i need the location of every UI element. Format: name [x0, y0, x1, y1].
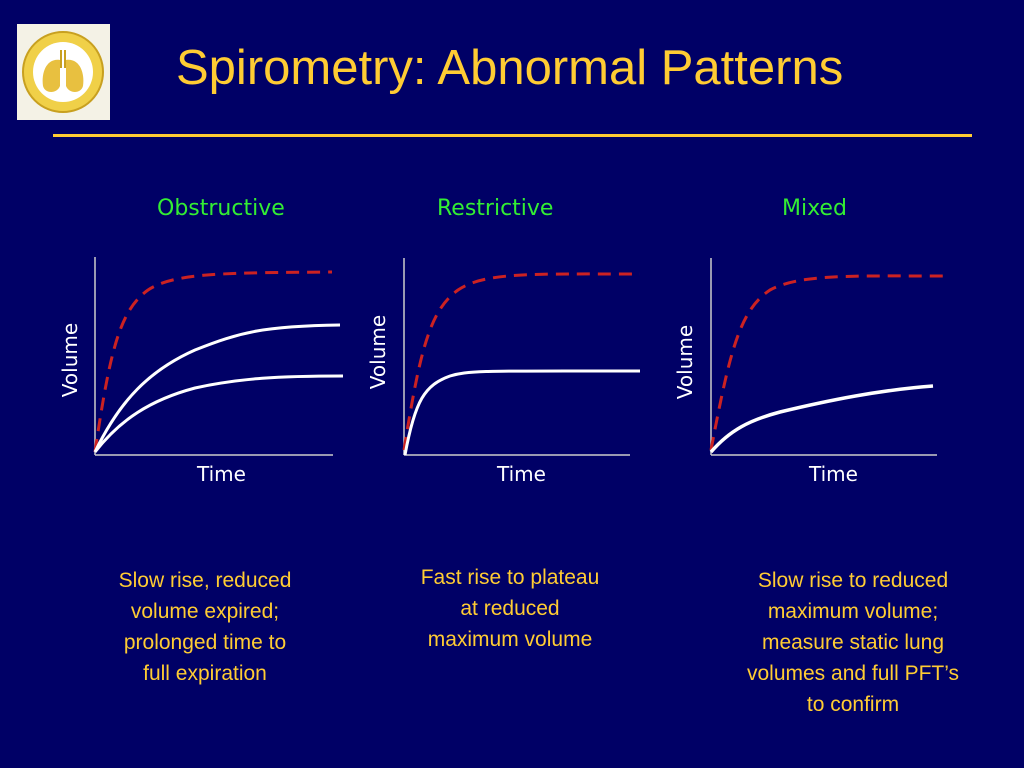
normal-curve-obstructive — [93, 270, 333, 453]
gold-logo — [17, 24, 110, 120]
description-line: prolonged time to — [123, 631, 287, 654]
description-line: Slow rise, reduced — [118, 569, 292, 592]
patient-curve-obstructive-2 — [93, 374, 344, 453]
description-line: volumes and full PFT’s — [746, 662, 960, 685]
y-axis-label-restrictive: Volume — [366, 314, 391, 390]
patient-curve-obstructive-1 — [93, 323, 341, 453]
description-line: maximum volume — [427, 628, 593, 651]
y-axis-label-obstructive: Volume — [58, 322, 83, 398]
panel-title-obstructive: Obstructive — [157, 196, 285, 221]
graph-obstructive — [93, 257, 344, 456]
title-divider — [53, 134, 972, 137]
panel-title-restrictive: Restrictive — [437, 196, 554, 221]
page-title: Spirometry: Abnormal Patterns — [176, 41, 844, 95]
x-axis-label-obstructive: Time — [197, 462, 246, 486]
description-line: maximum volume; — [767, 600, 939, 623]
description-line: at reduced — [460, 597, 560, 620]
description-restrictive: Fast rise to plateau at reduced maximum … — [365, 562, 655, 655]
panel-title-mixed: Mixed — [782, 196, 847, 221]
description-line: volume expired; — [130, 600, 280, 623]
graph-mixed — [709, 258, 946, 456]
patient-curve-restrictive — [403, 369, 641, 456]
gold-logo-lungs-icon — [22, 31, 104, 113]
description-line: full expiration — [143, 662, 267, 685]
description-obstructive: Slow rise, reduced volume expired; prolo… — [60, 565, 350, 689]
description-line: to confirm — [806, 693, 900, 716]
graph-restrictive — [402, 258, 641, 456]
patient-curve-mixed — [709, 384, 934, 454]
description-line: Slow rise to reduced — [757, 569, 949, 592]
normal-curve-restrictive — [402, 272, 641, 451]
normal-curve-mixed — [709, 274, 946, 451]
x-axis-label-restrictive: Time — [497, 462, 546, 486]
x-axis-label-mixed: Time — [809, 462, 858, 486]
description-line: measure static lung — [761, 631, 945, 654]
description-line: Fast rise to plateau — [420, 566, 600, 589]
description-mixed: Slow rise to reduced maximum volume; mea… — [703, 565, 1003, 720]
y-axis-label-mixed: Volume — [673, 324, 698, 400]
